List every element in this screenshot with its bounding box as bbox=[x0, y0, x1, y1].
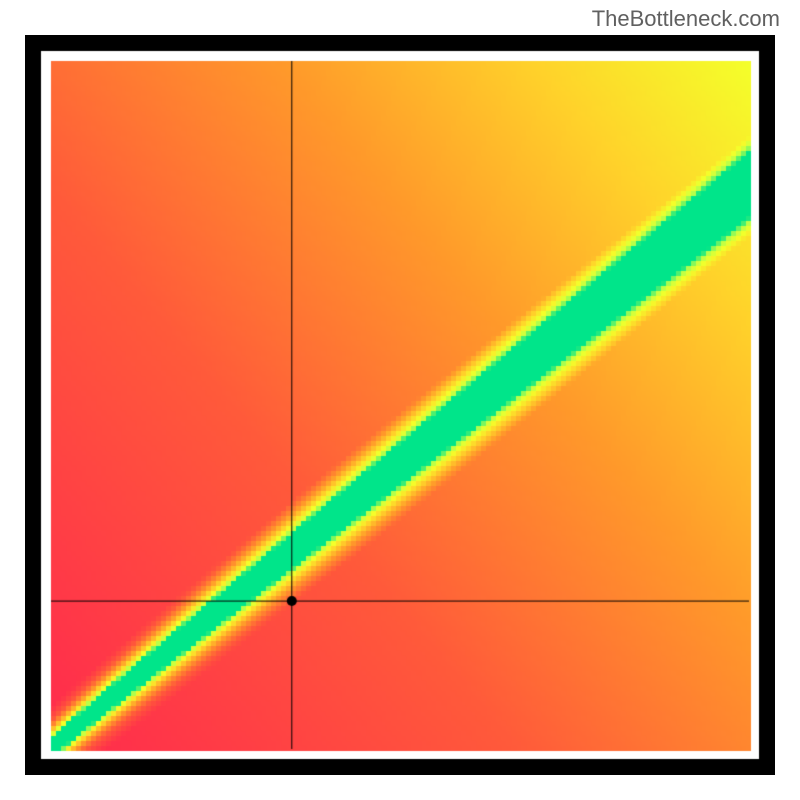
heatmap-chart bbox=[25, 35, 775, 775]
heatmap-canvas bbox=[25, 35, 775, 775]
watermark-text: TheBottleneck.com bbox=[592, 6, 780, 32]
